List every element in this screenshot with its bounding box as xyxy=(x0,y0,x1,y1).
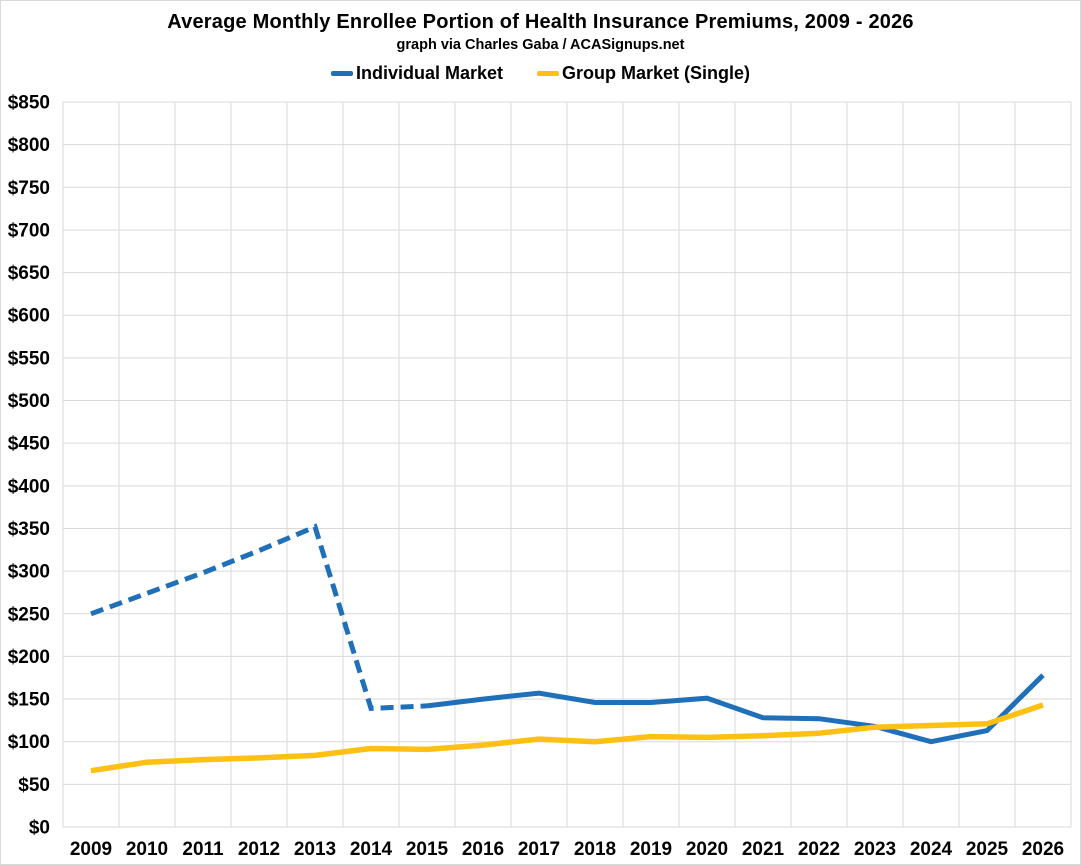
y-axis-tick-label: $850 xyxy=(8,93,50,114)
x-axis-tick-label: 2019 xyxy=(630,839,672,860)
y-axis-tick-label: $400 xyxy=(8,476,50,497)
x-axis-tick-label: 2023 xyxy=(854,839,896,860)
chart-subtitle: graph via Charles Gaba / ACASignups.net xyxy=(396,37,685,53)
y-axis-tick-label: $250 xyxy=(8,604,50,625)
y-axis-tick-label: $750 xyxy=(8,178,50,199)
x-axis-tick-label: 2010 xyxy=(126,839,168,860)
x-axis-tick-label: 2012 xyxy=(238,839,280,860)
x-axis-tick-label: 2021 xyxy=(742,839,785,860)
individual-market-line-dashed xyxy=(90,523,428,711)
x-axis-tick-label: 2025 xyxy=(966,839,1009,860)
legend-item-individual-market: Individual Market xyxy=(330,63,504,84)
legend-item-group-market: Group Market (Single) xyxy=(537,63,750,84)
y-axis-tick-label: $200 xyxy=(8,647,50,668)
x-axis-tick-label: 2024 xyxy=(910,839,953,860)
y-axis-tick-label: $0 xyxy=(29,818,50,839)
y-axis-tick-label: $150 xyxy=(8,690,50,711)
x-axis-tick-label: 2020 xyxy=(686,839,728,860)
y-axis-tick-label: $350 xyxy=(8,519,50,540)
y-axis-tick-label: $300 xyxy=(8,562,50,583)
chart-legend: Individual Market Group Market (Single) xyxy=(1,63,1080,84)
x-axis-tick-label: 2017 xyxy=(518,839,560,860)
legend-swatch-group-market-icon xyxy=(537,71,560,76)
x-axis-tick-label: 2009 xyxy=(70,839,112,860)
x-axis-tick-label: 2026 xyxy=(1022,839,1064,860)
y-axis-tick-label: $50 xyxy=(18,775,50,796)
x-axis-tick-label: 2018 xyxy=(574,839,616,860)
legend-label-group-market: Group Market (Single) xyxy=(562,63,751,83)
chart-header: Average Monthly Enrollee Portion of Heal… xyxy=(1,1,1080,84)
y-axis-tick-label: $600 xyxy=(8,306,50,327)
legend-swatch-individual-market-icon xyxy=(330,71,353,76)
y-axis-tick-label: $500 xyxy=(8,391,50,412)
y-axis-tick-label: $100 xyxy=(8,732,50,753)
y-axis-tick-label: $450 xyxy=(8,434,50,455)
y-axis-tick-label: $550 xyxy=(8,348,50,369)
chart-title: Average Monthly Enrollee Portion of Heal… xyxy=(167,11,914,33)
x-axis-tick-label: 2013 xyxy=(294,839,336,860)
x-axis-tick-label: 2016 xyxy=(462,839,504,860)
y-axis-tick-label: $800 xyxy=(8,135,50,156)
x-axis-tick-label: 2015 xyxy=(406,839,449,860)
x-axis-tick-label: 2022 xyxy=(798,839,840,860)
y-axis-tick-label: $700 xyxy=(8,220,50,241)
x-axis-tick-label: 2011 xyxy=(182,839,224,860)
individual-market-line-solid xyxy=(426,673,1045,745)
y-axis-tick-label: $650 xyxy=(8,263,50,284)
x-axis-tick-label: 2014 xyxy=(350,839,393,860)
group-market-single-line xyxy=(90,702,1044,774)
legend-label-individual-market: Individual Market xyxy=(355,63,504,83)
